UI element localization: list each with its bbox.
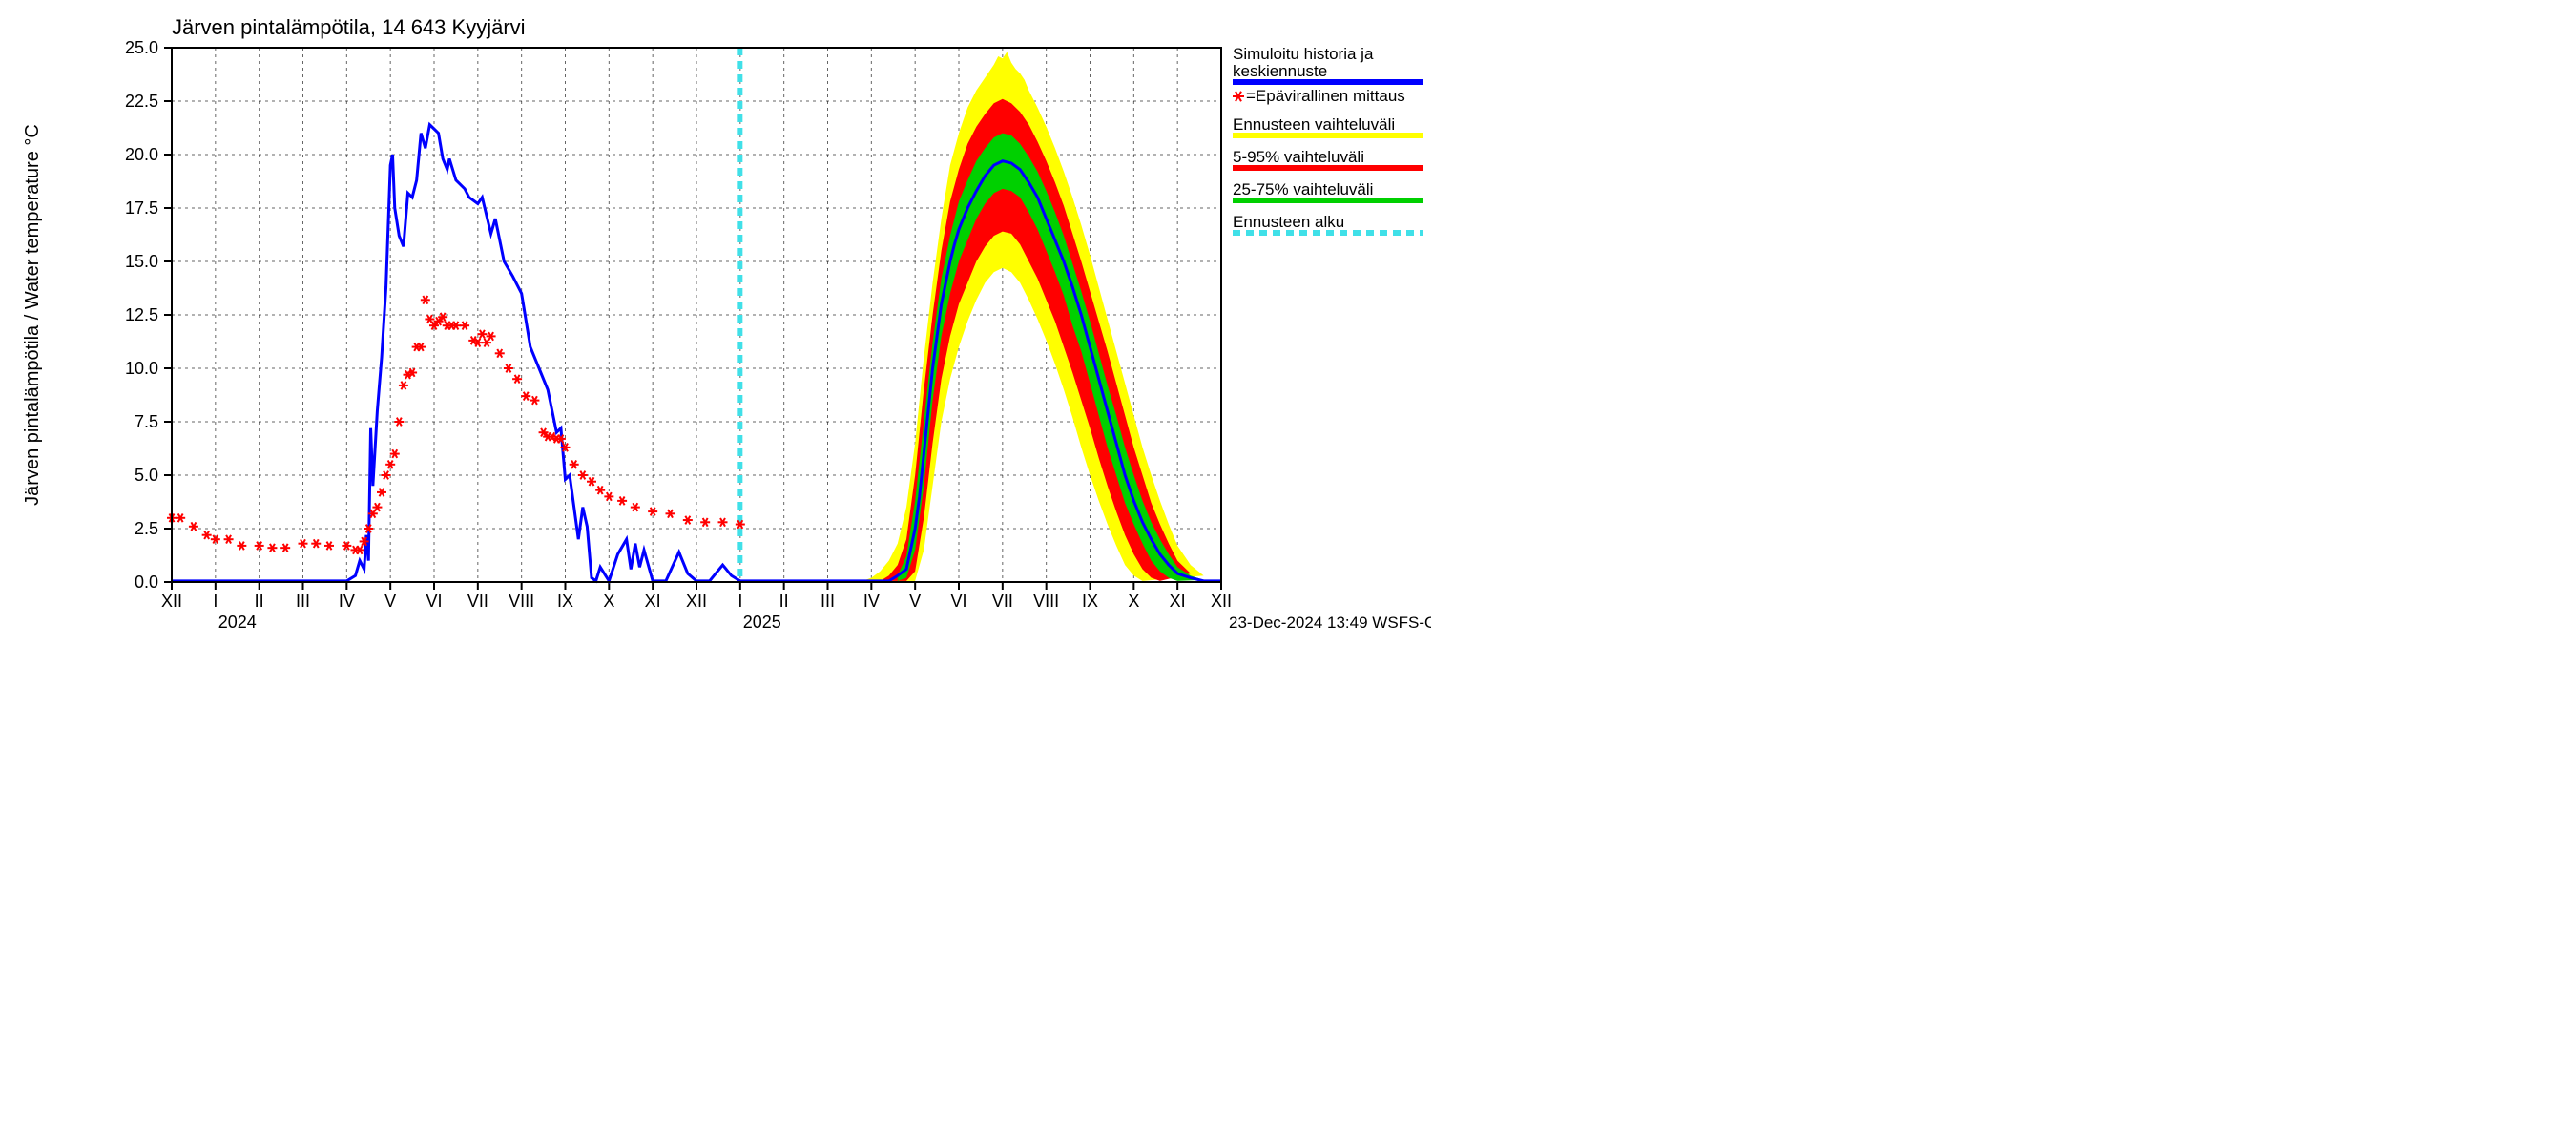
- svg-text:VI: VI: [426, 592, 442, 611]
- svg-text:II: II: [255, 592, 264, 611]
- svg-text:IV: IV: [863, 592, 880, 611]
- svg-text:XI: XI: [1170, 592, 1186, 611]
- svg-text:V: V: [384, 592, 396, 611]
- svg-text:2025: 2025: [743, 613, 781, 632]
- svg-text:II: II: [779, 592, 789, 611]
- svg-text:XII: XII: [1211, 592, 1232, 611]
- svg-text:2024: 2024: [218, 613, 257, 632]
- svg-text:I: I: [213, 592, 218, 611]
- svg-text:IX: IX: [557, 592, 573, 611]
- svg-text:VI: VI: [950, 592, 966, 611]
- svg-text:0.0: 0.0: [135, 572, 158, 592]
- svg-text:III: III: [821, 592, 835, 611]
- svg-text:22.5: 22.5: [125, 92, 158, 111]
- legend-label: Ennusteen alku: [1233, 213, 1344, 231]
- svg-text:20.0: 20.0: [125, 145, 158, 164]
- svg-text:XII: XII: [686, 592, 707, 611]
- svg-text:VII: VII: [467, 592, 488, 611]
- footer-text: 23-Dec-2024 13:49 WSFS-O: [1229, 614, 1431, 632]
- svg-text:7.5: 7.5: [135, 412, 158, 431]
- svg-text:IV: IV: [339, 592, 355, 611]
- svg-text:V: V: [909, 592, 921, 611]
- legend-label: Simuloitu historia ja: [1233, 45, 1374, 63]
- svg-text:25.0: 25.0: [125, 38, 158, 57]
- legend-label: Ennusteen vaihteluväli: [1233, 115, 1395, 134]
- svg-text:X: X: [603, 592, 614, 611]
- svg-text:12.5: 12.5: [125, 305, 158, 324]
- svg-text:VII: VII: [992, 592, 1013, 611]
- legend-label: =Epävirallinen mittaus: [1246, 87, 1405, 105]
- legend-label: 5-95% vaihteluväli: [1233, 148, 1364, 166]
- svg-text:VIII: VIII: [1033, 592, 1059, 611]
- svg-text:XI: XI: [645, 592, 661, 611]
- svg-text:XII: XII: [161, 592, 182, 611]
- svg-text:15.0: 15.0: [125, 252, 158, 271]
- legend-label: keskiennuste: [1233, 62, 1327, 80]
- water-temperature-chart: 0.0 2.5 5.0 7.5 10.0 12.5 15.0 17.5 20.0 22.5 25.0…: [0, 0, 1431, 649]
- y-axis-label: Järven pintalämpötila / Water temperatur…: [22, 124, 43, 506]
- svg-text:10.0: 10.0: [125, 359, 158, 378]
- svg-text:17.5: 17.5: [125, 198, 158, 218]
- svg-text:2.5: 2.5: [135, 519, 158, 538]
- svg-text:III: III: [296, 592, 310, 611]
- svg-text:X: X: [1128, 592, 1139, 611]
- svg-text:IX: IX: [1082, 592, 1098, 611]
- svg-text:5.0: 5.0: [135, 466, 158, 485]
- legend-label: 25-75% vaihteluväli: [1233, 180, 1373, 198]
- svg-text:I: I: [737, 592, 742, 611]
- svg-text:VIII: VIII: [509, 592, 534, 611]
- chart-title: Järven pintalämpötila, 14 643 Kyyjärvi: [172, 15, 526, 39]
